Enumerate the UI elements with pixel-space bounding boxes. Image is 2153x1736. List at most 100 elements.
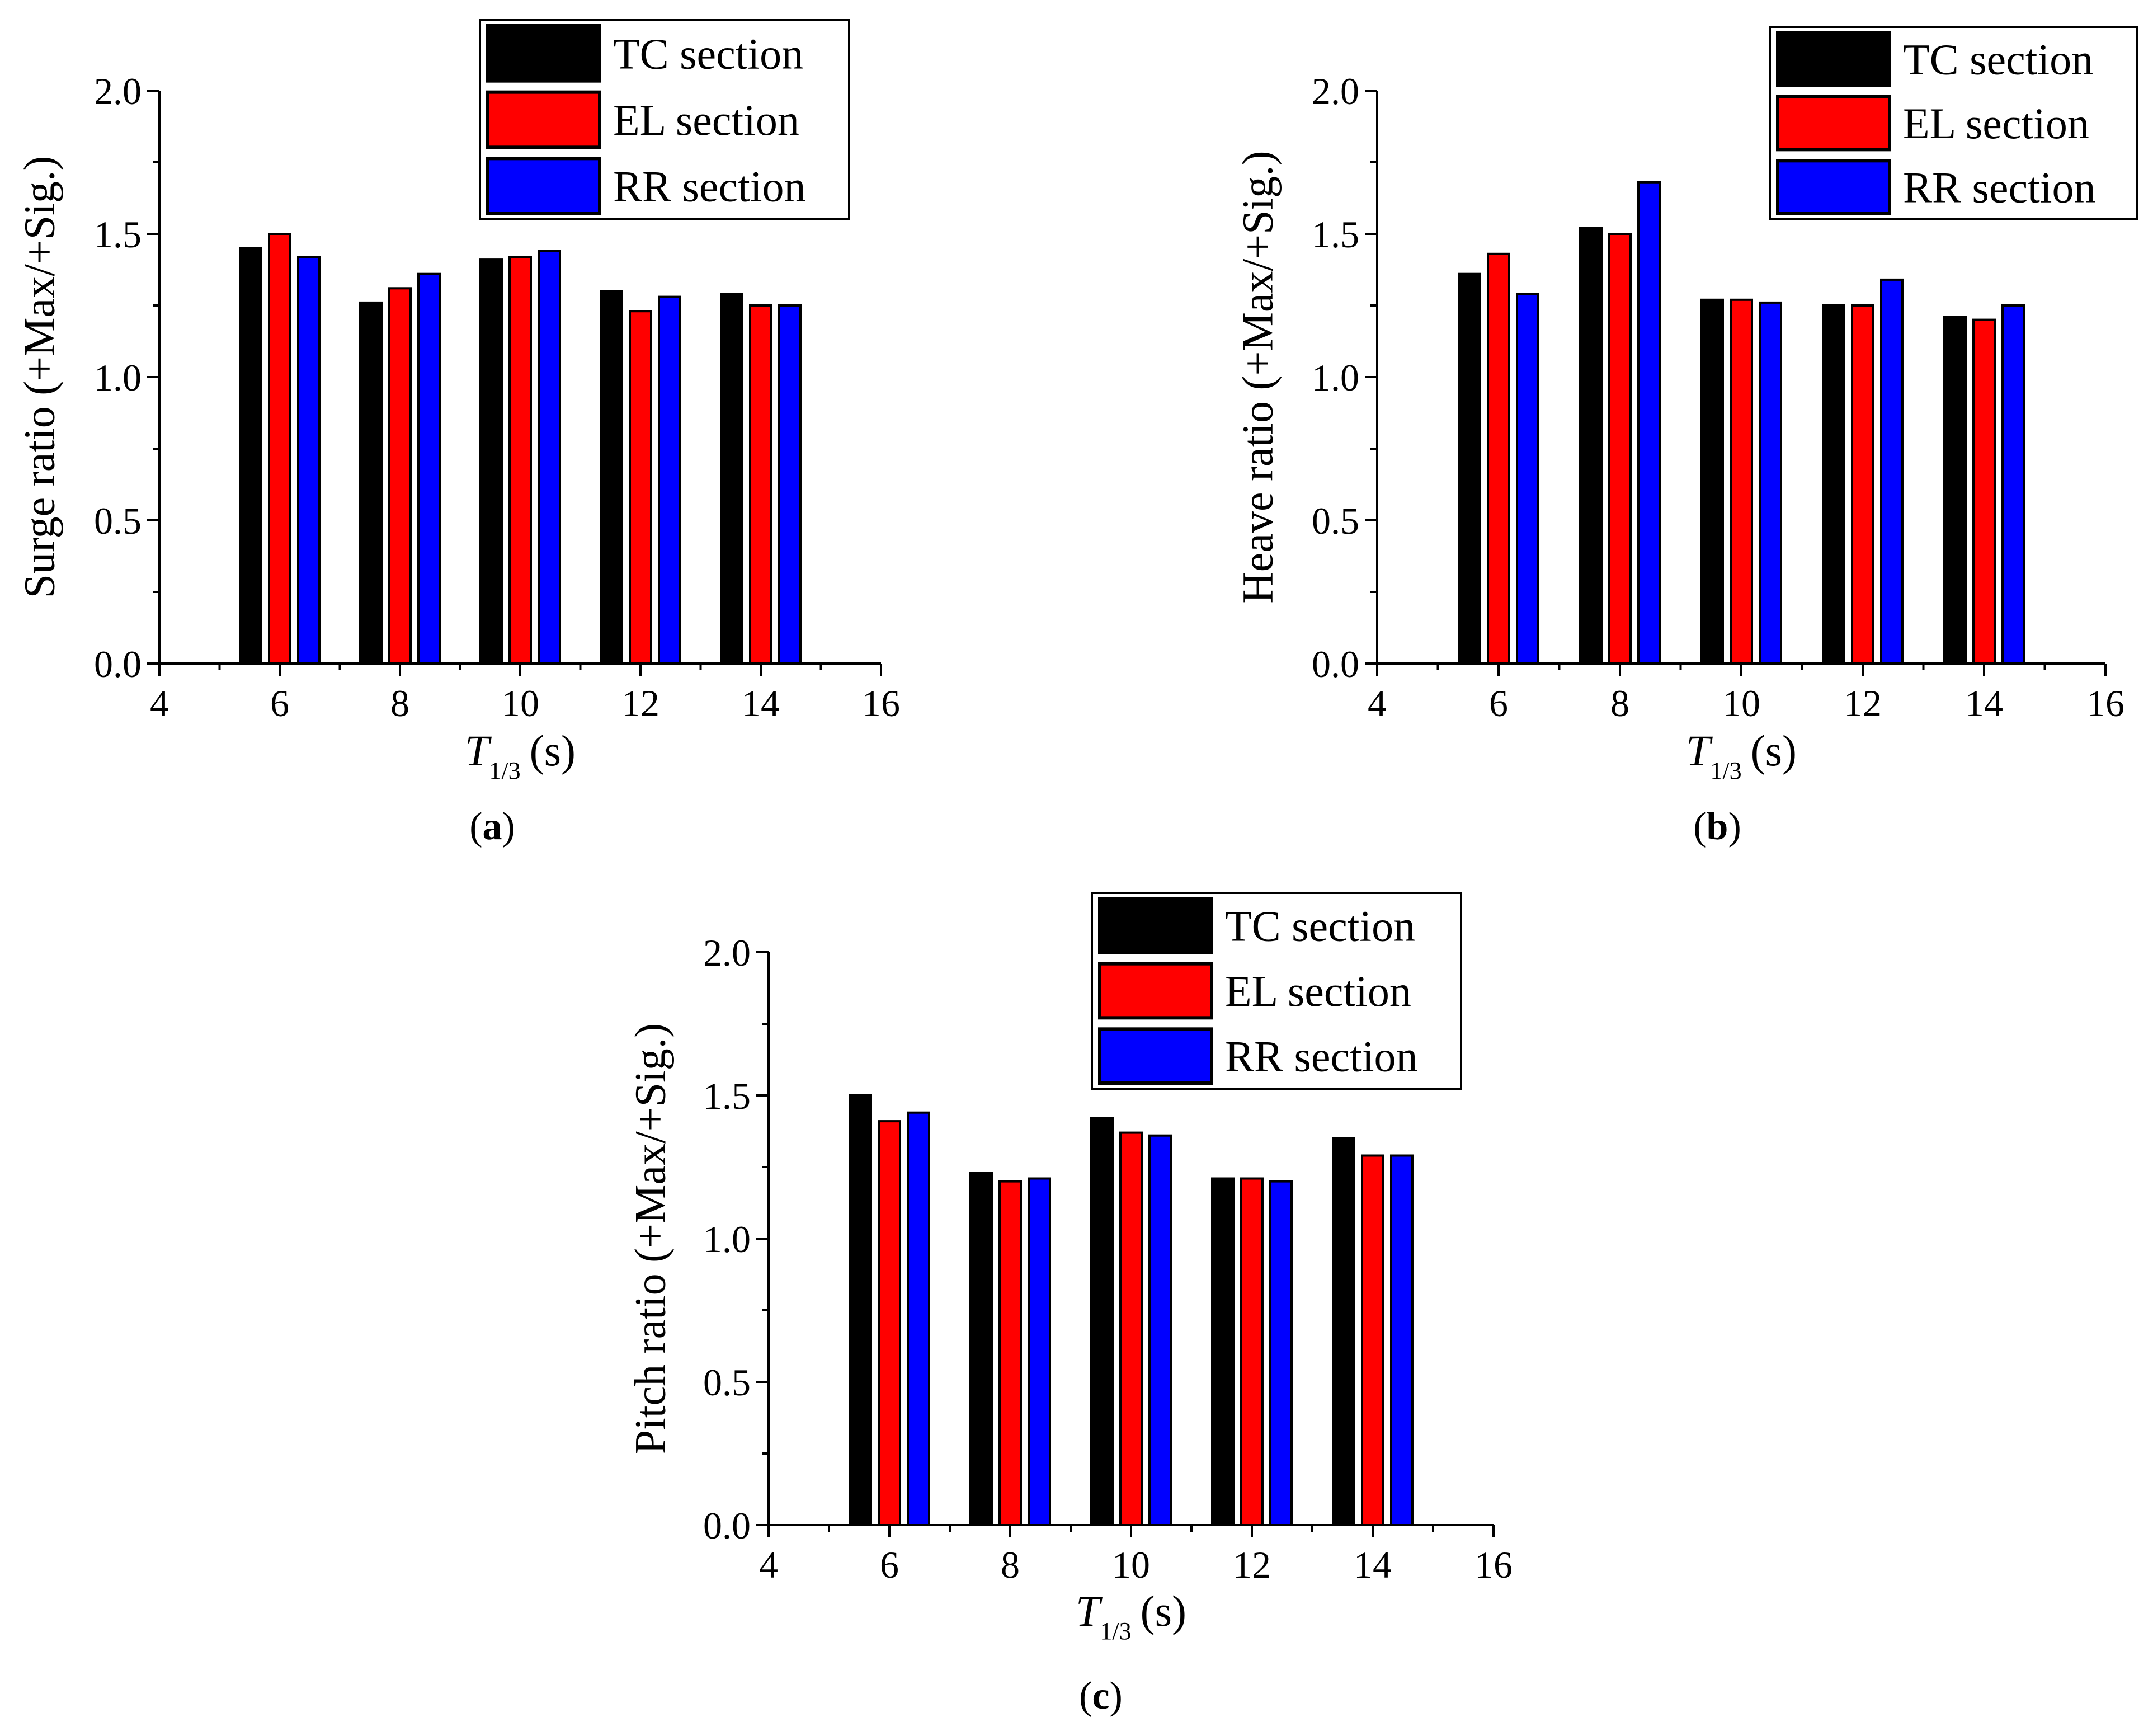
bar-a-el-12 bbox=[629, 310, 652, 665]
x-tick-label: 6 bbox=[270, 682, 289, 724]
panel-letter: c bbox=[1092, 1674, 1109, 1718]
x-tick-label: 14 bbox=[1354, 1544, 1392, 1586]
y-tick-label: 1.5 bbox=[94, 213, 142, 256]
legend-swatch-rr bbox=[1098, 1027, 1213, 1085]
y-axis-title: Surge ratio (+Max/+Sig.) bbox=[15, 156, 64, 599]
y-tick-label: 0.0 bbox=[94, 643, 142, 685]
bar-a-rr-8 bbox=[417, 272, 441, 665]
y-tick-label: 0.5 bbox=[1312, 500, 1359, 542]
x-tick-label: 12 bbox=[1844, 682, 1882, 724]
bar-a-tc-14 bbox=[720, 293, 743, 665]
chart-panel-c: 4 6 8 10 12 14 16 0.0 0.5 1.0 1.5 2.0 Pitch ratio (+… bbox=[626, 892, 1513, 1718]
bar-a-rr-12 bbox=[658, 295, 681, 665]
x-tick-label: 16 bbox=[1474, 1544, 1513, 1586]
x-tick-label: 4 bbox=[759, 1544, 778, 1586]
bar-b-tc-12 bbox=[1822, 304, 1845, 665]
x-axis-unit: (s) bbox=[1751, 726, 1797, 775]
bar-c-tc-8 bbox=[969, 1172, 993, 1526]
x-axis-title: T1/3 (s) bbox=[1076, 1587, 1186, 1645]
legend-label-tc: TC section bbox=[1225, 901, 1415, 950]
bar-c-el-6 bbox=[878, 1120, 901, 1526]
x-tick-label: 16 bbox=[862, 682, 900, 724]
x-tick-label: 8 bbox=[1610, 682, 1629, 724]
legend: TC section EL section RR section bbox=[1769, 26, 2138, 220]
bar-b-el-8 bbox=[1608, 233, 1632, 665]
panel-label: (c) bbox=[1079, 1674, 1123, 1718]
legend-label-rr: RR section bbox=[1225, 1032, 1418, 1081]
bar-c-tc-6 bbox=[849, 1094, 872, 1526]
bar-c-rr-6 bbox=[907, 1111, 930, 1526]
x-tick-label: 8 bbox=[390, 682, 409, 724]
y-tick-label: 1.0 bbox=[1312, 356, 1359, 399]
panel-letter: a bbox=[483, 805, 502, 848]
bar-b-el-6 bbox=[1487, 252, 1510, 665]
panel-label: (a) bbox=[469, 805, 515, 848]
bar-b-tc-6 bbox=[1458, 272, 1481, 665]
x-axis-title: T1/3 (s) bbox=[1686, 726, 1797, 784]
legend-label-rr: RR section bbox=[613, 162, 806, 211]
legend-label-tc: TC section bbox=[613, 29, 803, 78]
x-tick-label: 10 bbox=[501, 682, 539, 724]
x-axis-symbol: T bbox=[465, 726, 492, 775]
bar-a-rr-10 bbox=[538, 250, 561, 665]
legend-label-el: EL section bbox=[613, 96, 799, 144]
bar-c-rr-12 bbox=[1269, 1180, 1293, 1527]
x-tick-label: 12 bbox=[621, 682, 659, 724]
panel-letter: b bbox=[1707, 805, 1728, 848]
legend-swatch-el bbox=[1776, 95, 1891, 152]
bar-c-tc-12 bbox=[1211, 1177, 1235, 1526]
legend-swatch-rr bbox=[486, 157, 601, 216]
x-axis-symbol: T bbox=[1686, 726, 1713, 775]
legend: TC section EL section RR section bbox=[1091, 892, 1462, 1090]
y-tick-label: 2.0 bbox=[94, 70, 142, 112]
bar-c-el-12 bbox=[1240, 1177, 1264, 1526]
bar-b-rr-6 bbox=[1516, 293, 1539, 665]
legend-label-el: EL section bbox=[1903, 99, 2089, 148]
bar-a-el-10 bbox=[508, 256, 532, 665]
x-tick-label: 12 bbox=[1233, 1544, 1271, 1586]
legend-label-el: EL section bbox=[1225, 967, 1411, 1015]
legend-swatch-tc bbox=[486, 24, 601, 83]
bar-c-el-10 bbox=[1119, 1131, 1143, 1526]
x-axis-unit: (s) bbox=[1141, 1587, 1186, 1635]
y-tick-label: 2.0 bbox=[1312, 70, 1359, 112]
y-tick-label: 0.0 bbox=[703, 1504, 751, 1547]
bar-a-tc-12 bbox=[600, 290, 623, 665]
y-axis-title: Heave ratio (+Max/+Sig.) bbox=[1233, 150, 1282, 603]
legend-swatch-tc bbox=[1098, 897, 1213, 954]
legend-swatch-tc bbox=[1776, 31, 1891, 87]
bar-a-tc-10 bbox=[479, 258, 503, 665]
bar-c-el-14 bbox=[1361, 1154, 1384, 1526]
bar-b-tc-14 bbox=[1943, 316, 1967, 665]
bar-a-tc-6 bbox=[239, 247, 262, 665]
x-tick-label: 6 bbox=[880, 1544, 899, 1586]
x-tick-label: 14 bbox=[1965, 682, 2003, 724]
y-tick-label: 1.5 bbox=[703, 1075, 751, 1117]
bar-a-rr-6 bbox=[297, 256, 321, 665]
bar-c-el-8 bbox=[998, 1180, 1022, 1527]
bar-b-rr-8 bbox=[1637, 181, 1661, 665]
bar-b-tc-10 bbox=[1700, 298, 1724, 665]
x-tick-label: 16 bbox=[2086, 682, 2124, 724]
bar-c-rr-14 bbox=[1390, 1154, 1414, 1526]
x-tick-label: 6 bbox=[1489, 682, 1508, 724]
x-axis-unit: (s) bbox=[530, 726, 576, 775]
y-tick-label: 1.0 bbox=[94, 356, 142, 399]
x-axis-subscript: 1/3 bbox=[1710, 757, 1741, 784]
bar-b-tc-8 bbox=[1579, 227, 1603, 665]
x-tick-label: 8 bbox=[1001, 1544, 1020, 1586]
bar-a-rr-14 bbox=[778, 304, 802, 665]
bar-a-el-6 bbox=[268, 233, 291, 665]
bar-b-rr-10 bbox=[1759, 301, 1782, 665]
legend-swatch-rr bbox=[1776, 159, 1891, 216]
bar-c-tc-10 bbox=[1090, 1117, 1114, 1526]
y-tick-label: 2.0 bbox=[703, 931, 751, 974]
legend-label-tc: TC section bbox=[1903, 35, 2093, 83]
x-axis-subscript: 1/3 bbox=[489, 757, 520, 784]
y-axis-title: Pitch ratio (+Max/+Sig.) bbox=[626, 1023, 675, 1454]
bar-b-rr-14 bbox=[2001, 304, 2025, 665]
bar-a-tc-8 bbox=[359, 301, 383, 665]
x-tick-label: 10 bbox=[1722, 682, 1760, 724]
bar-b-el-10 bbox=[1730, 298, 1753, 665]
